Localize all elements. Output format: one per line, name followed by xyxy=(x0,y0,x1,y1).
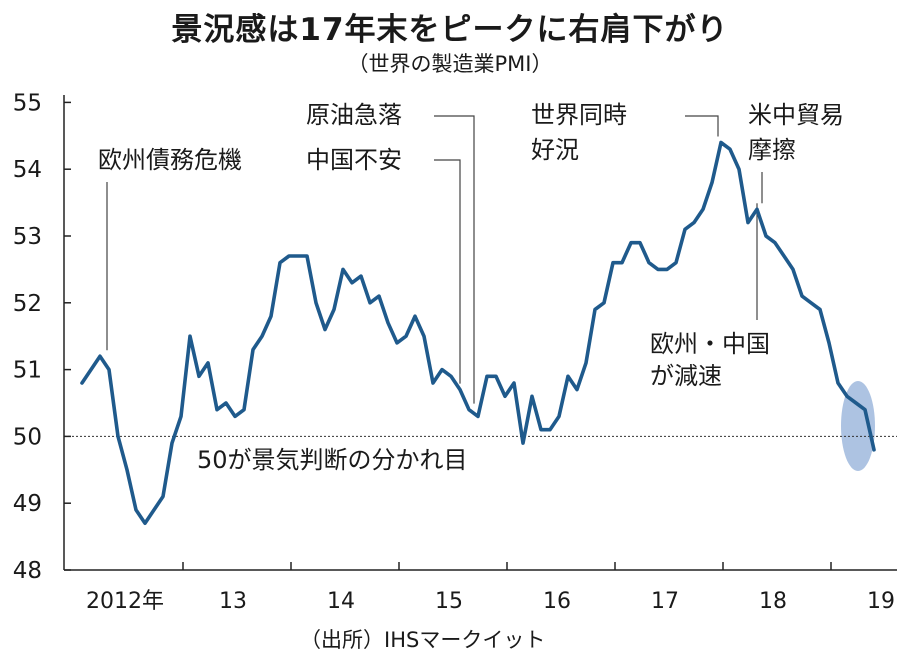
x-tick-label: 2012年 xyxy=(86,589,164,614)
x-tick-label: 16 xyxy=(543,589,571,614)
x-tick-label: 13 xyxy=(219,589,247,614)
y-tick-label: 54 xyxy=(13,157,42,183)
y-tick-label: 52 xyxy=(13,291,42,317)
annotation-label: 原油急落 xyxy=(306,101,402,129)
y-tick-label: 48 xyxy=(13,558,42,584)
reference-line-label: 50が景気判断の分かれ目 xyxy=(197,446,468,474)
y-tick-label: 55 xyxy=(13,90,42,116)
pmi-series-line xyxy=(80,140,876,526)
y-tick-label: 49 xyxy=(13,491,42,517)
y-tick-label: 50 xyxy=(13,424,42,450)
x-tick-label: 14 xyxy=(327,589,355,614)
annotation-label: が減速 xyxy=(650,362,722,390)
x-tick-label: 19 xyxy=(867,589,895,614)
annotation-leader xyxy=(434,159,461,384)
annotation-leader xyxy=(685,115,719,137)
chart-title: 景況感は17年末をピークに右肩下がり xyxy=(171,12,729,48)
y-tick-label: 53 xyxy=(13,224,42,250)
x-tick-label: 17 xyxy=(651,589,679,614)
annotation-label: 中国不安 xyxy=(306,146,402,174)
y-tick-label: 51 xyxy=(13,358,42,384)
annotation-label: 世界同時 xyxy=(531,101,627,129)
annotation-leader xyxy=(434,115,475,404)
chart-subtitle: （世界の製造業PMI） xyxy=(347,52,553,76)
annotation-label: 米中貿易 xyxy=(748,101,844,129)
annotation-label: 摩擦 xyxy=(748,136,796,164)
annotation-label: 好況 xyxy=(531,136,579,164)
annotation-label: 欧州・中国 xyxy=(650,330,770,358)
x-tick-label: 15 xyxy=(435,589,463,614)
source-note: （出所）IHSマークイット xyxy=(300,628,546,652)
x-tick-label: 18 xyxy=(759,589,787,614)
annotation-label: 欧州債務危機 xyxy=(98,146,242,174)
highlight-ellipse xyxy=(841,381,875,471)
